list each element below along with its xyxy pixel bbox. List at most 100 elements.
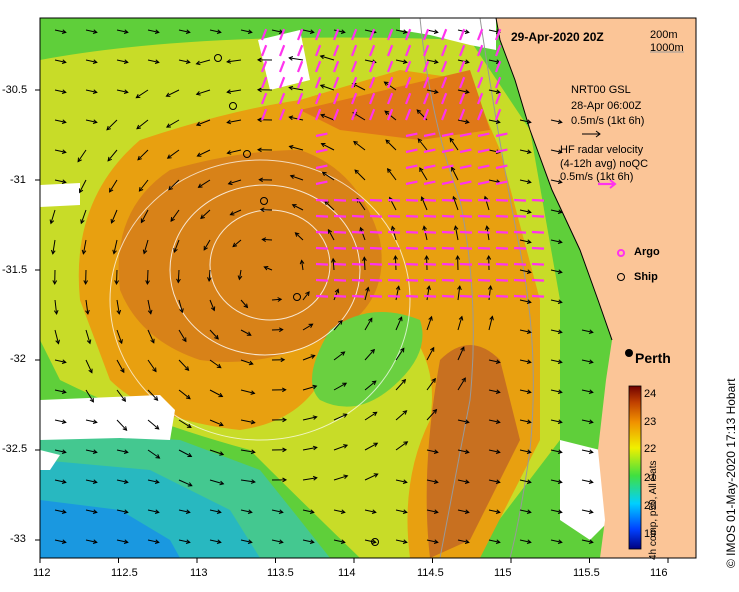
model-arrow-head (557, 389, 563, 394)
model-arrow-head (168, 185, 173, 191)
radar-arrow (296, 108, 304, 121)
model-arrow-head (109, 187, 114, 193)
model-arrow (332, 258, 335, 271)
model-arrow (85, 119, 97, 123)
radar-arrow (387, 214, 401, 218)
radar-arrow (477, 262, 491, 266)
model-arrow-head (61, 29, 67, 34)
model-arrow (85, 89, 97, 93)
radar-arrow (441, 294, 455, 298)
ship-marker (371, 538, 379, 546)
model-arrow (519, 269, 531, 273)
radar-arrow (404, 28, 412, 41)
model-arrow-head (557, 539, 563, 544)
model-arrow (295, 232, 304, 241)
model-arrow-head (81, 249, 87, 255)
model-arrow (85, 389, 94, 403)
model-arrow-head (243, 303, 249, 309)
model-arrow (457, 286, 461, 301)
model-arrow-head (250, 390, 256, 395)
radar-arrow (422, 28, 430, 41)
model-arrow (457, 509, 469, 513)
model-arrow (107, 149, 118, 162)
model-arrow-head (495, 509, 501, 514)
radar-arrow (404, 76, 412, 89)
radar-arrow (477, 198, 491, 202)
colorbar-tick: 24 (644, 388, 657, 400)
model-arrow (116, 389, 126, 402)
model-arrow-head (216, 363, 222, 369)
model-arrow-head (419, 167, 424, 173)
radar-arrow (494, 76, 502, 89)
model-arrow-head (195, 121, 201, 127)
radar-arrow (315, 132, 328, 138)
radar-arrow (441, 198, 455, 202)
radar-arrow (495, 180, 508, 186)
radar-arrow (441, 246, 455, 250)
radar-arrow (495, 214, 509, 218)
radar-arrow (387, 246, 401, 250)
model-arrow-head (214, 334, 219, 340)
model-arrow (139, 179, 149, 192)
model-arrow-head (226, 119, 232, 125)
model-arrow-head (319, 54, 325, 60)
model-arrow (230, 209, 242, 216)
model-arrow-head (557, 149, 563, 154)
model-arrow (54, 119, 66, 123)
model-arrow (178, 539, 190, 543)
radar-arrow (458, 60, 466, 73)
model-arrow-head (383, 81, 389, 86)
radar-arrow (404, 108, 412, 121)
model-arrow (519, 539, 531, 543)
model-arrow (457, 119, 469, 123)
model-arrow-head (299, 259, 305, 265)
radar-arrow (315, 230, 329, 234)
model-arrow-head (402, 59, 408, 64)
model-arrow-head (179, 308, 184, 314)
model-arrow-head (187, 452, 193, 457)
model-arrow (238, 269, 242, 280)
model-arrow (178, 479, 193, 487)
model-arrow (228, 179, 242, 185)
model-arrow (322, 171, 335, 181)
model-arrow-head (135, 93, 141, 99)
model-arrow-head (282, 447, 288, 453)
radar-arrow (315, 262, 329, 266)
model-arrow-head (451, 166, 456, 172)
model-arrow (302, 477, 317, 481)
model-arrow-head (353, 140, 358, 146)
radar-arrow (351, 246, 365, 250)
model-arrow-head (340, 539, 346, 544)
model-arrow-head (588, 449, 594, 454)
model-arrow-head (219, 480, 225, 486)
model-arrow-head (401, 378, 407, 384)
radar-arrow (315, 164, 328, 170)
model-arrow (550, 419, 562, 423)
radar-arrow (441, 164, 454, 170)
radar-arrow (422, 44, 430, 57)
model-arrow (364, 473, 378, 481)
model-arrow-head (247, 29, 253, 34)
model-arrow-head (61, 509, 67, 514)
radar-arrow (440, 108, 448, 121)
radar-arrow (387, 262, 401, 266)
model-arrow (289, 57, 304, 61)
model-arrow (550, 209, 562, 213)
model-arrow (147, 509, 159, 513)
radar-arrow (494, 108, 502, 121)
model-arrow (426, 479, 438, 483)
model-arrow (209, 509, 221, 513)
model-arrow-head (288, 115, 294, 121)
model-arrow-head (145, 280, 150, 286)
model-arrow (324, 200, 335, 211)
radar-arrow (332, 60, 340, 73)
model-arrow (395, 379, 406, 391)
model-arrow (173, 239, 180, 253)
model-arrow-head (495, 359, 501, 364)
model-arrow-head (166, 154, 172, 159)
model-arrow-head (123, 539, 129, 544)
model-arrow-head (152, 367, 157, 373)
radar-arrow (477, 132, 490, 138)
model-arrow-head (196, 152, 202, 157)
radar-arrow (351, 294, 365, 298)
